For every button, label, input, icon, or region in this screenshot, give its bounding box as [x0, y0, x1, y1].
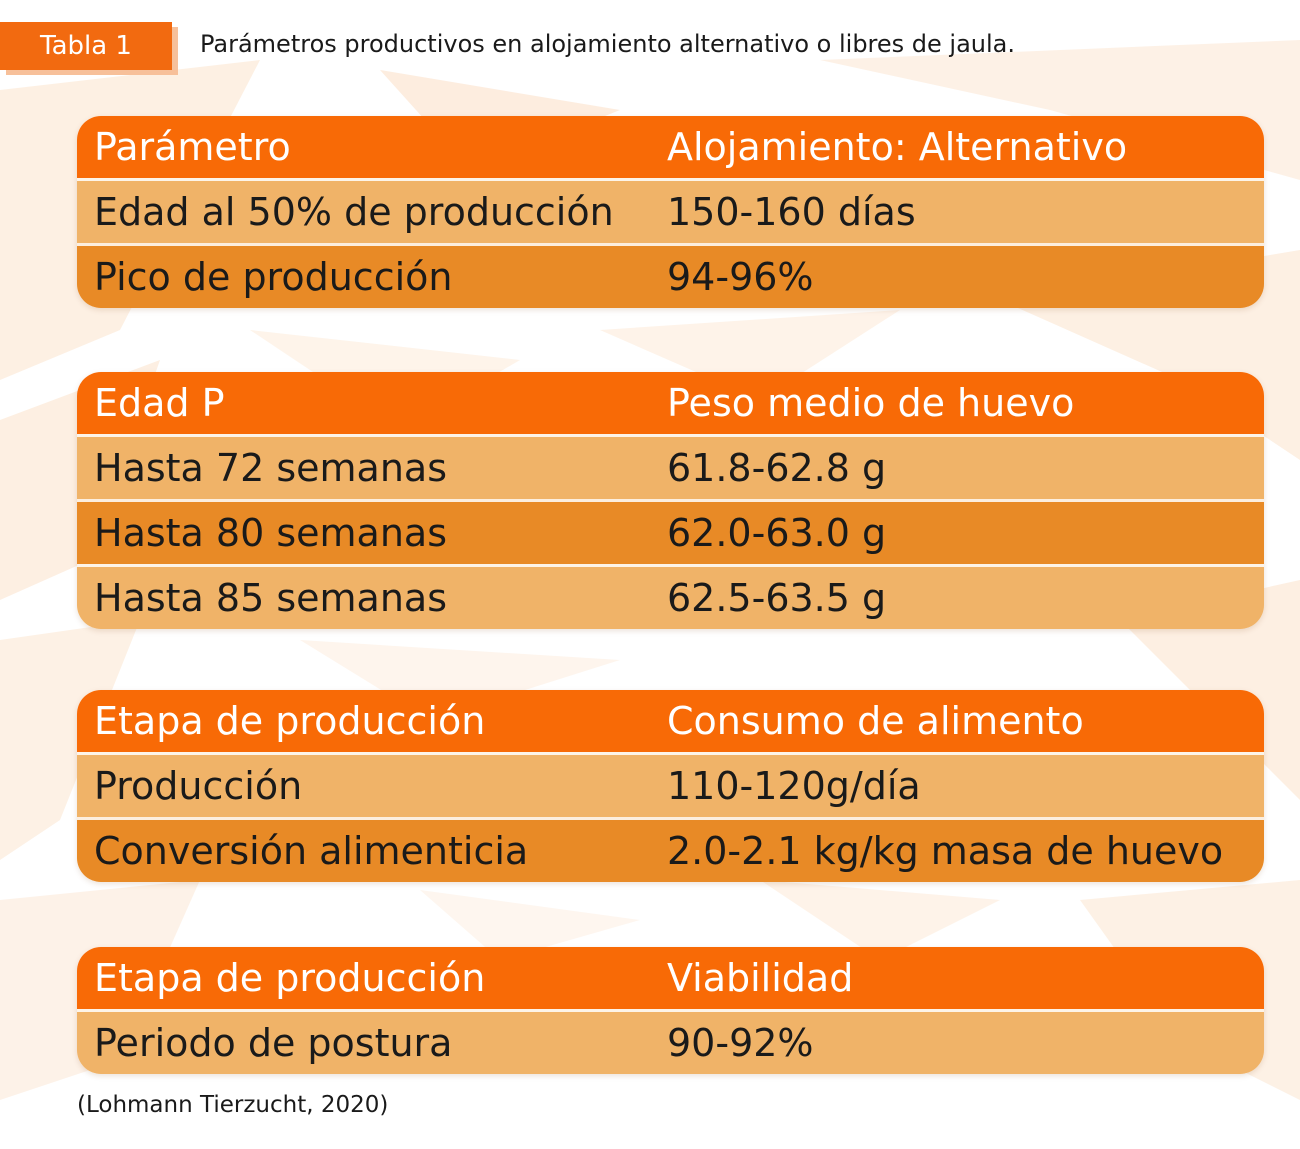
- row-value: 62.0-63.0 g: [667, 511, 887, 555]
- table-header: Parámetro Alojamiento: Alternativo: [77, 116, 1264, 178]
- row-label: Pico de producción: [94, 255, 453, 299]
- row-label: Producción: [94, 764, 303, 808]
- header-cell: Peso medio de huevo: [667, 381, 1075, 425]
- row-label: Edad al 50% de producción: [94, 190, 614, 234]
- header-cell: Etapa de producción: [94, 699, 486, 743]
- row-label: Conversión alimenticia: [94, 829, 529, 873]
- table-number-tag: Tabla 1: [0, 22, 172, 70]
- table-row: Conversión alimenticia 2.0-2.1 kg/kg mas…: [77, 817, 1264, 882]
- table-row: Hasta 72 semanas 61.8-62.8 g: [77, 434, 1264, 499]
- row-value: 94-96%: [667, 255, 814, 299]
- header-cell: Alojamiento: Alternativo: [667, 125, 1128, 169]
- row-label: Hasta 80 semanas: [94, 511, 448, 555]
- row-value: 2.0-2.1 kg/kg masa de huevo: [667, 829, 1224, 873]
- production-parameters-table: Parámetro Alojamiento: Alternativo Edad …: [77, 116, 1264, 308]
- table-row: Hasta 85 semanas 62.5-63.5 g: [77, 564, 1264, 629]
- row-value: 90-92%: [667, 1021, 814, 1065]
- egg-weight-table: Edad P Peso medio de huevo Hasta 72 sema…: [77, 372, 1264, 629]
- table-header: Etapa de producción Viabilidad: [77, 947, 1264, 1009]
- table-row: Producción 110-120g/día: [77, 752, 1264, 817]
- header-cell: Etapa de producción: [94, 956, 486, 1000]
- row-label: Hasta 72 semanas: [94, 446, 448, 490]
- row-value: 61.8-62.8 g: [667, 446, 887, 490]
- viability-table: Etapa de producción Viabilidad Periodo d…: [77, 947, 1264, 1074]
- row-value: 62.5-63.5 g: [667, 576, 887, 620]
- table-header: Edad P Peso medio de huevo: [77, 372, 1264, 434]
- row-label: Hasta 85 semanas: [94, 576, 448, 620]
- table-row: Periodo de postura 90-92%: [77, 1009, 1264, 1074]
- header-cell: Edad P: [94, 381, 225, 425]
- table-header: Etapa de producción Consumo de alimento: [77, 690, 1264, 752]
- table-row: Edad al 50% de producción 150-160 días: [77, 178, 1264, 243]
- row-value: 110-120g/día: [667, 764, 921, 808]
- header-cell: Parámetro: [94, 125, 291, 169]
- row-label: Periodo de postura: [94, 1021, 453, 1065]
- row-value: 150-160 días: [667, 190, 916, 234]
- table-row: Pico de producción 94-96%: [77, 243, 1264, 308]
- source-citation: (Lohmann Tierzucht, 2020): [77, 1092, 389, 1118]
- table-caption: Parámetros productivos en alojamiento al…: [200, 30, 1016, 58]
- header-cell: Consumo de alimento: [667, 699, 1084, 743]
- feed-consumption-table: Etapa de producción Consumo de alimento …: [77, 690, 1264, 882]
- table-row: Hasta 80 semanas 62.0-63.0 g: [77, 499, 1264, 564]
- header-cell: Viabilidad: [667, 956, 854, 1000]
